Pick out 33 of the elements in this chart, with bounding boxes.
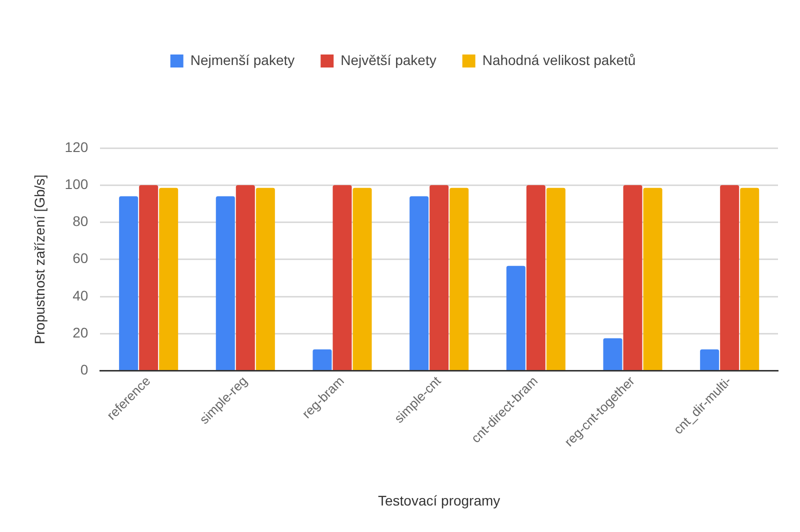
- bar: [700, 349, 720, 370]
- legend-label: Největší pakety: [340, 52, 436, 68]
- bar: [526, 185, 546, 370]
- bar: [450, 188, 469, 370]
- y-tick-label: 60: [72, 250, 88, 266]
- bar: [256, 188, 275, 370]
- bar: [603, 338, 622, 370]
- y-tick-label: 100: [64, 176, 88, 192]
- y-tick-label: 80: [72, 213, 88, 230]
- legend-label: Nejmenší pakety: [190, 52, 295, 68]
- bar: [410, 196, 429, 370]
- y-tick-label: 120: [64, 138, 88, 155]
- bar: [216, 196, 235, 370]
- bar: [623, 185, 642, 370]
- bar: [546, 188, 566, 370]
- x-axis-title: Testovací programy: [378, 492, 500, 508]
- y-axis-title: Propustnost zařízení [Gb/s]: [31, 174, 48, 344]
- bar: [312, 349, 332, 370]
- bar: [236, 185, 255, 370]
- bar: [139, 185, 158, 370]
- legend-label: Nahodná velikost paketů: [482, 52, 636, 68]
- bar: [352, 188, 372, 370]
- bar: [643, 188, 662, 370]
- bar: [430, 185, 449, 370]
- bar: [159, 188, 178, 370]
- y-tick-label: 20: [72, 324, 88, 340]
- bar: [740, 188, 760, 370]
- bar: [720, 185, 740, 370]
- y-tick-label: 0: [80, 362, 88, 378]
- bar: [332, 185, 352, 370]
- bar: [119, 196, 138, 370]
- y-tick-label: 40: [72, 287, 88, 304]
- bar: [506, 266, 526, 370]
